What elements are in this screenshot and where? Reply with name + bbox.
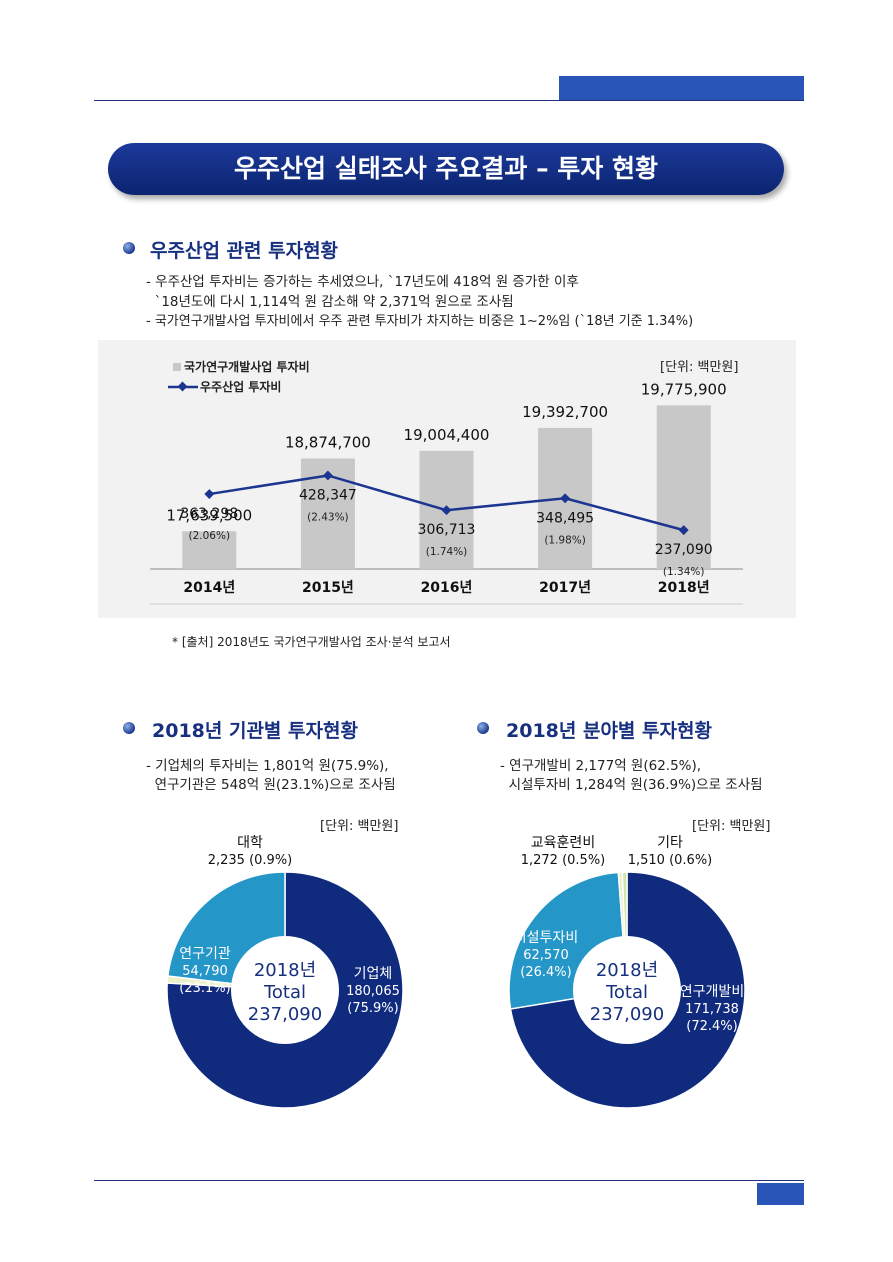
- footer-rule: [94, 1180, 804, 1181]
- section1-line-1: - 우주산업 투자비는 증가하는 추세였으나, `17년도에 418억 원 증가…: [146, 274, 579, 290]
- x-tick-label: 2016년: [421, 580, 473, 596]
- section1-heading: 우주산업 관련 투자현황: [150, 240, 339, 262]
- section2-heading: 2018년 기관별 투자현황: [152, 720, 358, 742]
- header-rule: [94, 100, 804, 101]
- section2-line-2: 연구기관은 548억 원(23.1%)으로 조사됨: [146, 777, 396, 793]
- footer-accent-block: [757, 1183, 804, 1205]
- line-value-label: 306,713: [418, 522, 476, 538]
- legend-bar-label: 국가연구개발사업 투자비: [184, 359, 310, 374]
- line-value-label: 363,298: [180, 506, 238, 522]
- pie2-center-total: Total: [605, 982, 649, 1003]
- section-bullet-icon: [123, 242, 135, 254]
- pie1-center-total: Total: [263, 982, 307, 1003]
- pie2-label-education: 교육훈련비 1,272 (0.5%): [520, 835, 606, 868]
- bar-line-chart: 국가연구개발사업 투자비 우주산업 투자비 [단위: 백만원] 17,639,5…: [98, 340, 796, 618]
- line-value-label: 348,495: [536, 510, 594, 526]
- section3-line-1: - 연구개발비 2,177억 원(62.5%),: [500, 758, 702, 774]
- section1-line-2: `18년도에 다시 1,114억 원 감소해 약 2,371억 원으로 조사됨: [146, 294, 514, 310]
- x-tick-label: 2015년: [302, 580, 354, 596]
- donut-hole: [231, 936, 339, 1044]
- x-tick-label: 2018년: [658, 580, 710, 596]
- line-share-label: (2.43%): [307, 511, 349, 523]
- pie2-label-facility: 시설투자비 62,570 (26.4%): [513, 930, 579, 980]
- pie2-center: 2018년 Total 237,090: [567, 960, 687, 1026]
- pie1-center: 2018년 Total 237,090: [225, 960, 345, 1026]
- x-tick-label: 2014년: [183, 580, 235, 596]
- pie1-center-year: 2018년: [253, 960, 317, 981]
- line-share-label: (1.98%): [544, 534, 586, 546]
- line-share-label: (1.74%): [426, 546, 468, 558]
- donut-hole: [573, 936, 681, 1044]
- legend-line-marker: [177, 381, 188, 392]
- pie1-label-company: 기업체 180,065 (75.9%): [346, 966, 400, 1016]
- chart-svg: 국가연구개발사업 투자비 우주산업 투자비 [단위: 백만원] 17,639,5…: [150, 359, 743, 605]
- section3-line-2: 시설투자비 1,284억 원(36.9%)으로 조사됨: [500, 777, 763, 793]
- section-bullet-icon: [477, 722, 489, 734]
- pie2-center-year: 2018년: [595, 960, 659, 981]
- pie1-label-university: 대학 2,235 (0.9%): [207, 835, 293, 868]
- pie-chart-institution: [166, 871, 404, 1109]
- source-note: * [출처] 2018년도 국가연구개발사업 조사·분석 보고서: [172, 635, 451, 649]
- section2-line-1: - 기업체의 투자비는 1,801억 원(75.9%),: [146, 758, 389, 774]
- x-tick-label: 2017년: [539, 580, 591, 596]
- chart-unit: [단위: 백만원]: [660, 360, 738, 375]
- page-title: 우주산업 실태조사 주요결과 – 투자 현황: [108, 143, 784, 195]
- pie-chart-field: [508, 871, 746, 1109]
- bar-0: [182, 531, 237, 569]
- bar-value-label: 19,775,900: [641, 380, 727, 398]
- line-share-label: (1.34%): [663, 566, 705, 578]
- pie2-unit: [단위: 백만원]: [692, 819, 771, 834]
- section1-line-3: - 국가연구개발사업 투자비에서 우주 관련 투자비가 차지하는 비중은 1~2…: [146, 314, 694, 329]
- line-point-4: [678, 525, 689, 536]
- legend-bar-swatch: [173, 363, 181, 371]
- pie1-label-research: 연구기관 54,790 (23.1%): [179, 946, 231, 996]
- line-share-label: (2.06%): [189, 530, 231, 542]
- bar-value-label: 19,392,700: [522, 403, 608, 421]
- line-point-0: [204, 489, 215, 500]
- header-accent-block: [559, 76, 804, 100]
- pie-slice-0: [166, 871, 404, 1109]
- line-value-label: 237,090: [655, 542, 713, 558]
- pie2-label-rnd: 연구개발비 171,738 (72.4%): [679, 984, 745, 1034]
- pie1-unit: [단위: 백만원]: [320, 819, 399, 834]
- bar-value-label: 19,004,400: [404, 426, 490, 444]
- pie2-label-other: 기타 1,510 (0.6%): [627, 835, 713, 868]
- section3-heading: 2018년 분야별 투자현황: [506, 720, 712, 742]
- pie1-center-value: 237,090: [247, 1004, 323, 1025]
- bar-value-label: 17,639,500: [166, 506, 252, 524]
- bar-value-label: 18,874,700: [285, 433, 371, 451]
- section-bullet-icon: [123, 722, 135, 734]
- legend-line-label: 우주산업 투자비: [200, 379, 281, 394]
- bar-4: [656, 405, 711, 569]
- pie2-center-value: 237,090: [589, 1004, 665, 1025]
- line-value-label: 428,347: [299, 487, 357, 503]
